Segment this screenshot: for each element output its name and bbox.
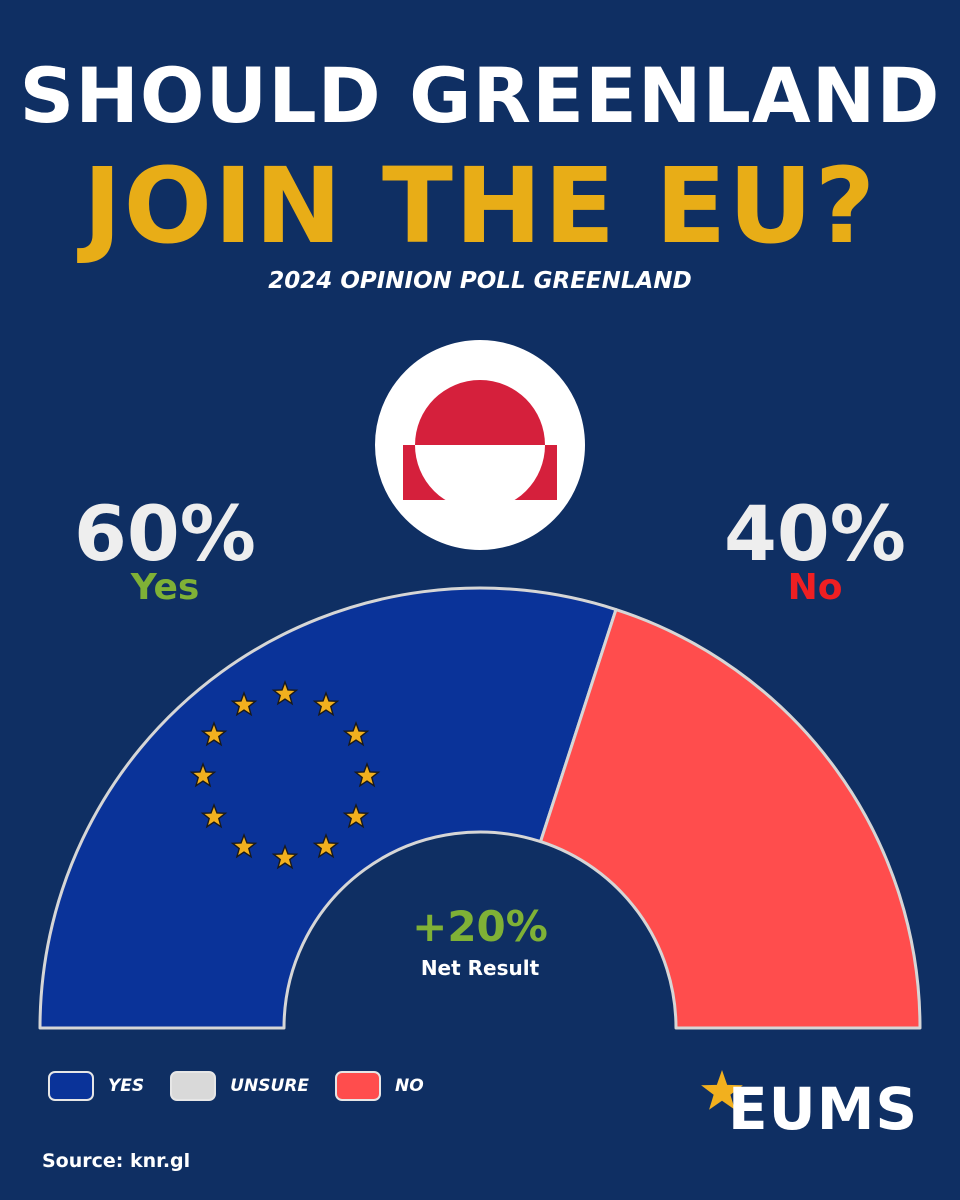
no-label: No <box>787 567 843 608</box>
semicircle-chart <box>38 586 922 1030</box>
legend-swatch-unsure <box>170 1071 217 1101</box>
star-icon <box>701 1070 743 1110</box>
segment-yes <box>38 586 618 1030</box>
legend-item-unsure: UNSURE <box>170 1071 309 1101</box>
chart-segments <box>38 586 922 1030</box>
legend-swatch-yes <box>48 1071 94 1101</box>
legend-label-unsure: UNSURE <box>230 1076 309 1096</box>
eu-stars-icon <box>189 680 381 870</box>
yes-percentage: 60% <box>74 489 256 578</box>
legend-label-yes: YES <box>108 1076 145 1096</box>
eu-star <box>230 833 258 859</box>
legend-label-no: NO <box>394 1076 424 1096</box>
eu-star <box>200 721 228 747</box>
eu-star <box>271 680 299 706</box>
eu-star <box>189 762 217 788</box>
net-result-label: Net Result <box>420 956 540 980</box>
title-line-2: JOIN THE EU? <box>82 145 878 267</box>
eu-star <box>230 690 258 717</box>
legend-item-no: NO <box>334 1071 424 1101</box>
eu-star <box>342 803 370 829</box>
legend-item-yes: YES <box>48 1071 144 1101</box>
yes-label: Yes <box>130 567 200 608</box>
eu-star <box>271 844 299 870</box>
eu-star <box>342 721 370 747</box>
greenland-flag-icon <box>375 340 585 550</box>
source-text: Source: knr.gl <box>42 1150 191 1172</box>
eu-star <box>312 690 340 717</box>
legend: YES UNSURE NO <box>48 1068 450 1104</box>
brand-name: EUMS <box>728 1075 919 1143</box>
net-result-value: +20% <box>412 902 548 951</box>
eu-star <box>312 833 340 859</box>
eu-star <box>353 762 381 788</box>
eums-logo: EUMS <box>700 1066 917 1146</box>
legend-swatch-no <box>334 1071 381 1101</box>
segment-no <box>539 608 922 1030</box>
no-percentage: 40% <box>724 489 906 578</box>
title-line-1: SHOULD GREENLAND <box>19 51 941 140</box>
eu-star <box>200 803 228 829</box>
subtitle: 2024 OPINION POLL GREENLAND <box>268 268 692 294</box>
